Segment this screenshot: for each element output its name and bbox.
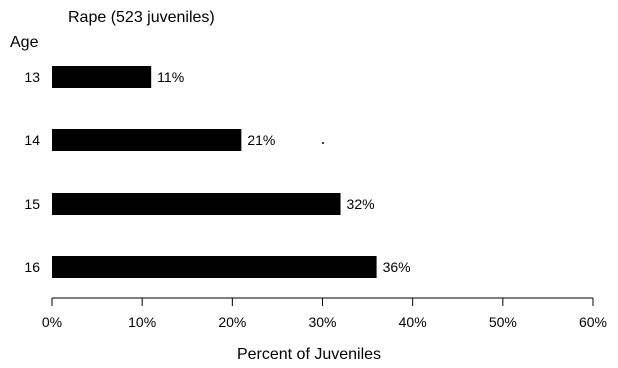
- x-tick-label: 50%: [489, 314, 517, 330]
- stray-dot: [322, 142, 324, 144]
- y-tick-label: 16: [24, 259, 40, 275]
- x-axis-title: Percent of Juveniles: [236, 346, 382, 363]
- x-tick-label: 60%: [579, 314, 607, 330]
- x-tick-label: 30%: [308, 314, 336, 330]
- data-label: 32%: [347, 196, 375, 212]
- y-tick-label: 15: [24, 196, 40, 212]
- data-label: 36%: [383, 259, 411, 275]
- x-tick-label: 20%: [218, 314, 246, 330]
- data-label: 21%: [247, 132, 275, 148]
- x-tick-label: 40%: [399, 314, 427, 330]
- bar: [52, 66, 152, 88]
- bars-group: 13 11% 14 21% 15 32% 16 36%: [24, 66, 411, 278]
- y-axis-title: Age: [10, 34, 39, 51]
- x-tick-label: 0%: [42, 314, 62, 330]
- bar: [52, 129, 242, 151]
- chart-title: Rape (523 juveniles): [68, 9, 215, 26]
- x-tick-label: 10%: [128, 314, 156, 330]
- y-tick-label: 13: [24, 69, 40, 85]
- y-tick-label: 14: [24, 132, 40, 148]
- x-axis: 0% 10% 20% 30% 40% 50% 60%: [42, 297, 607, 330]
- bar: [52, 193, 341, 215]
- bar: [52, 256, 377, 278]
- data-label: 11%: [157, 69, 184, 85]
